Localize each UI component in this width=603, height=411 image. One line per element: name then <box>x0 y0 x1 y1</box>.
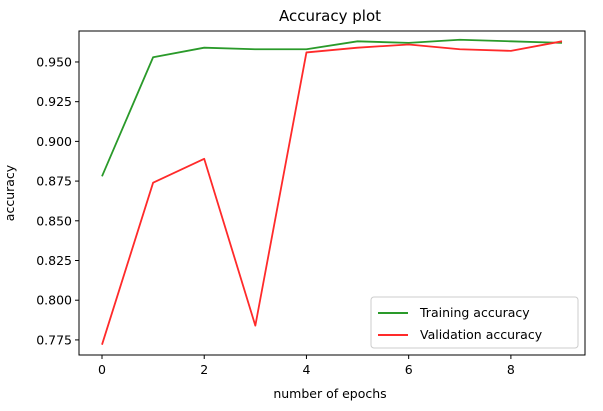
x-tick-label: 6 <box>405 362 413 377</box>
y-tick-label: 0.825 <box>36 253 72 268</box>
y-axis-label: accuracy <box>2 164 17 221</box>
y-tick-label: 0.950 <box>36 54 72 69</box>
plot-area-frame <box>78 30 586 356</box>
training-accuracy-line <box>101 38 563 177</box>
y-tick-label: 0.925 <box>36 94 72 109</box>
y-tick-label: 0.775 <box>36 332 72 347</box>
series-layer <box>101 38 563 345</box>
chart-title: Accuracy plot <box>279 7 381 25</box>
legend-label-training: Training accuracy <box>419 305 530 320</box>
legend: Training accuracy Validation accuracy <box>370 296 579 349</box>
x-tick-label: 2 <box>200 362 208 377</box>
legend-box <box>370 296 579 349</box>
x-axis-label: number of epochs <box>273 386 386 401</box>
x-tick-label: 8 <box>507 362 515 377</box>
x-tick-label: 0 <box>98 362 106 377</box>
x-tick-label: 4 <box>302 362 310 377</box>
y-tick-label: 0.800 <box>36 293 72 308</box>
y-tick-label: 0.875 <box>36 174 72 189</box>
y-tick-label: 0.850 <box>36 213 72 228</box>
y-axis: 0.775 0.800 0.825 0.850 0.875 0.900 0.925 0.950 <box>36 54 79 347</box>
validation-accuracy-line <box>101 40 563 345</box>
y-tick-label: 0.900 <box>36 134 72 149</box>
x-axis: 0 2 4 6 8 <box>98 355 515 377</box>
legend-label-validation: Validation accuracy <box>420 327 543 342</box>
